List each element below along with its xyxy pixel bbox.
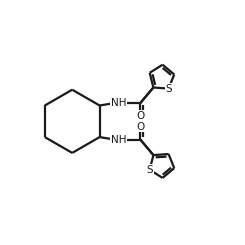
Text: NH: NH [111, 135, 126, 145]
Text: O: O [136, 111, 144, 121]
Text: S: S [165, 84, 172, 94]
Text: S: S [146, 165, 153, 175]
Text: NH: NH [111, 98, 126, 108]
Text: O: O [136, 122, 144, 132]
